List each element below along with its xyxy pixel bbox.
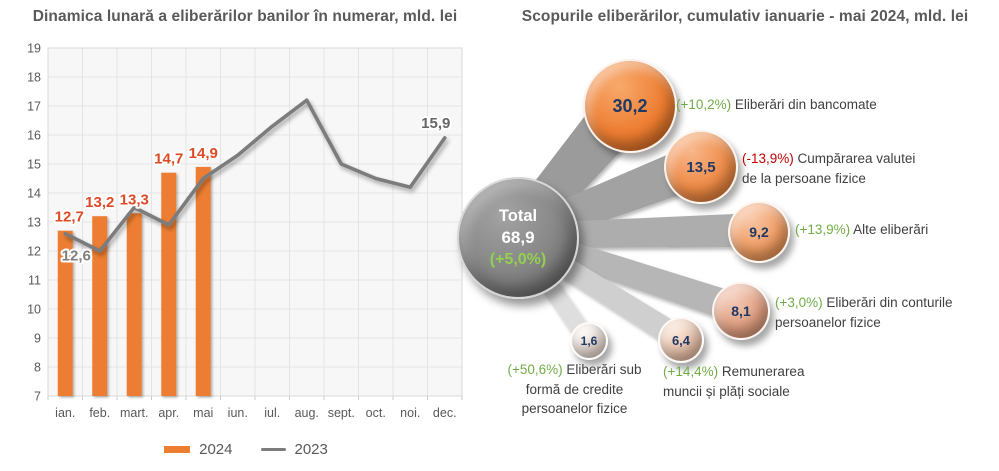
bubble-value: 1,6	[580, 334, 598, 348]
y-axis-label: 7	[34, 390, 41, 404]
bar-data-label: 13,2	[85, 194, 114, 211]
bubble-value: 9,2	[749, 224, 769, 240]
x-axis-label: iun.	[228, 406, 248, 420]
x-axis-label: ian.	[55, 406, 75, 420]
bubble-value: 8,1	[731, 303, 751, 319]
y-axis-label: 14	[27, 187, 41, 201]
bar-data-label: 13,3	[120, 191, 149, 208]
y-axis-label: 10	[27, 303, 41, 317]
bar-data-label: 14,9	[189, 145, 218, 162]
bubble-value: 13,5	[686, 158, 716, 176]
x-axis-label: aug.	[295, 406, 319, 420]
y-axis-label: 19	[27, 42, 41, 56]
y-axis-label: 15	[27, 158, 41, 172]
x-axis-label: noi.	[400, 406, 420, 420]
left-chart-title: Dinamica lunară a eliberărilor banilor î…	[32, 8, 458, 25]
x-axis-label: feb.	[89, 406, 110, 420]
y-axis-label: 9	[34, 332, 41, 346]
legend: 2024 2023	[0, 441, 492, 458]
bubble-caption: (+10,2%) Eliberări din bancomate	[676, 97, 877, 112]
line-2023	[63, 98, 447, 253]
line-data-label: 12,6	[62, 248, 91, 265]
legend-label-2024: 2024	[199, 441, 233, 458]
change-percent: (+13,9%)	[795, 222, 851, 237]
x-axis-label: iul.	[264, 406, 280, 420]
bubble-6: 1,6	[570, 322, 608, 360]
legend-label-2023: 2023	[294, 441, 328, 458]
bubble-5: 6,4	[658, 317, 704, 363]
x-axis-label: mai	[193, 406, 213, 420]
y-axis-label: 12	[27, 245, 41, 259]
bubble-3: 9,2	[728, 201, 790, 263]
bubble-1: 30,2	[583, 59, 677, 153]
total-label: Total	[498, 207, 538, 225]
bubble-caption: (-13,9%) Cumpărarea valutei de la persoan…	[742, 151, 916, 186]
bar-data-label: 14,7	[154, 151, 183, 168]
y-axis-label: 18	[27, 71, 41, 85]
bar-2024	[126, 213, 142, 396]
change-percent: (-13,9%)	[742, 151, 794, 166]
x-axis-label: dec.	[433, 406, 457, 420]
y-axis-label: 16	[27, 129, 41, 143]
x-axis-label: sept.	[328, 406, 355, 420]
bar-2024	[161, 172, 177, 396]
right-chart-title: Scopurile eliberărilor, cumulativ ianuar…	[521, 8, 969, 25]
bar-2024	[57, 230, 73, 396]
monthly-dynamics-chart: 7 8 9 10 11 12 13 14 15 16 17 18 19 ian. feb. mart. apr.…	[27, 42, 463, 420]
total-value: 68,9	[501, 228, 535, 247]
bubble-2: 13,5	[664, 130, 738, 204]
bar-data-label: 12,7	[55, 209, 84, 226]
legend-swatch-2024	[164, 446, 191, 453]
bubble-caption: (+50,6%) Eliberări sub formă de credite pe…	[507, 362, 642, 416]
change-percent: (+10,2%)	[676, 97, 732, 112]
total-bubble: Total 68,9 (+5,0%)	[457, 177, 579, 299]
y-axis-label: 8	[34, 361, 41, 375]
bubble-caption: (+13,9%) Alte eliberări	[795, 222, 929, 237]
line-data-label: 15,9	[421, 115, 450, 132]
change-percent: (+3,0%)	[775, 295, 823, 310]
y-axis-label: 11	[28, 274, 41, 288]
bar-2024	[195, 166, 211, 396]
bubble-value: 6,4	[671, 332, 691, 348]
bar-2024	[92, 216, 108, 396]
change-percent: (+14,4%)	[663, 364, 719, 379]
total-change: (+5,0%)	[489, 251, 547, 268]
bubble-value: 30,2	[612, 95, 648, 116]
spoke-wedge	[544, 235, 744, 324]
change-percent: (+50,6%)	[507, 362, 563, 377]
y-axis-label: 13	[27, 216, 41, 230]
legend-swatch-2023	[260, 447, 286, 452]
bubble-caption: (+14,4%) Remunerarea muncii și plăți soci…	[663, 364, 805, 399]
spoke-wedge	[549, 213, 758, 249]
bubble-4: 8,1	[712, 282, 770, 340]
y-axis-label: 17	[27, 100, 41, 114]
x-axis-label: oct.	[366, 406, 386, 420]
bubble-caption: (+3,0%) Eliberări din conturile persoanel…	[775, 295, 953, 330]
x-axis-label: mart.	[120, 406, 148, 420]
spoke-wedge	[539, 245, 686, 349]
x-axis-label: apr.	[158, 406, 179, 420]
